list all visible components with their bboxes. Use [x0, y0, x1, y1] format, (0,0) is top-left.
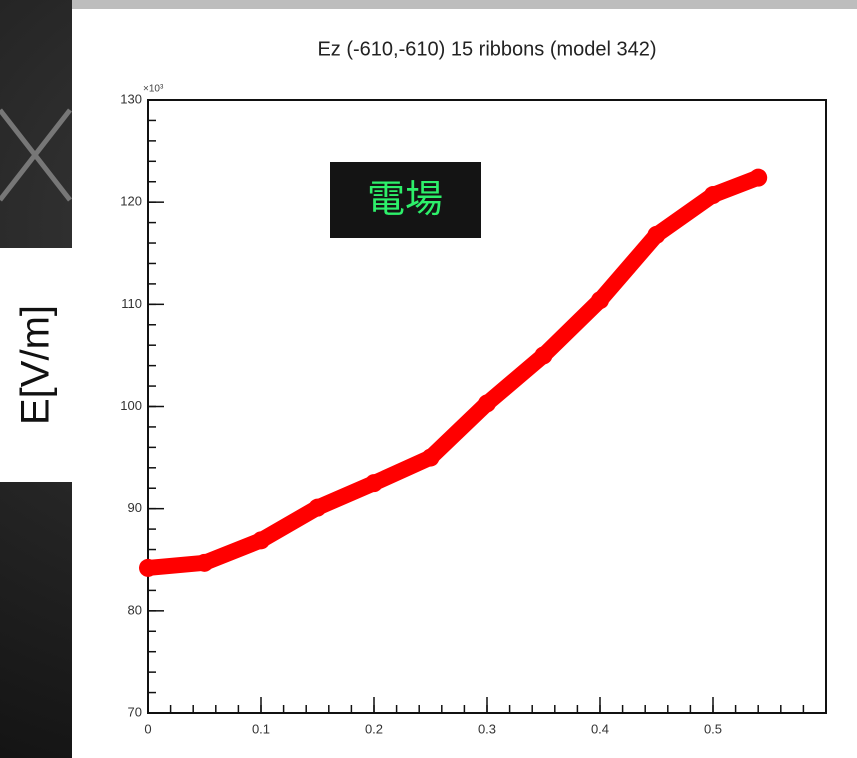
y-tick-label: 80: [128, 602, 142, 617]
data-point: [365, 474, 383, 493]
data-point: [749, 168, 768, 187]
data-point: [478, 394, 496, 413]
x-tick-label: 0.2: [365, 721, 383, 736]
x-tick-label: 0.3: [478, 721, 496, 736]
data-point: [252, 531, 270, 550]
data-point: [195, 553, 214, 572]
y-tick-label: 120: [120, 194, 142, 209]
plot-area: 70 80 90 100 110 120 130 0 0.1 0.2 0.3 0.4 0.5: [120, 91, 827, 736]
data-point: [139, 558, 157, 577]
background-pattern: [0, 108, 72, 202]
chart-title: Ez (-610,-610) 15 ribbons (model 342): [317, 38, 656, 60]
panel-top-bar: [72, 0, 857, 9]
y-axis-label: E[V/m]: [14, 305, 58, 425]
data-point: [704, 186, 722, 205]
data-point: [591, 291, 609, 310]
x-tick-label: 0: [144, 721, 151, 736]
y-tick-label: 70: [128, 704, 142, 719]
y-tick-label: 110: [121, 296, 142, 311]
x-tick-label: 0.5: [704, 721, 722, 736]
y-tick-label: 130: [120, 91, 142, 106]
x-tick-label: 0.4: [591, 721, 609, 736]
x-tick-label: 0.1: [252, 721, 270, 736]
y-tick-label: 100: [120, 398, 142, 413]
y-multiplier: ×10³: [143, 84, 164, 95]
y-tick-label: 90: [128, 500, 142, 515]
plot-panel: [72, 0, 857, 758]
data-point: [308, 498, 327, 517]
data-line: [140, 169, 767, 576]
y-label-box: [0, 248, 72, 482]
data-point: [421, 448, 440, 467]
annotation-box: [330, 162, 481, 238]
data-point: [534, 346, 553, 365]
data-point: [647, 225, 666, 244]
annotation: 電場: [367, 179, 443, 221]
